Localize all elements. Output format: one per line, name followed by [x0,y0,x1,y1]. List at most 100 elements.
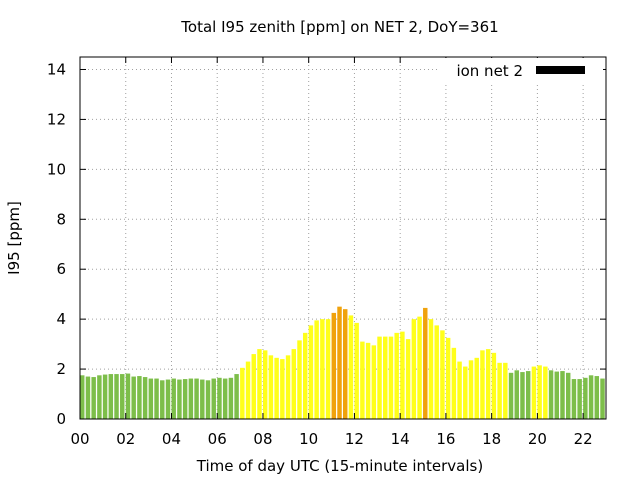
plot-frame [79,56,607,420]
data-bar [120,374,125,419]
data-bar [560,371,565,419]
data-bar [514,370,519,419]
legend-swatch [536,66,585,74]
data-bar [600,378,605,419]
data-bar [451,347,457,419]
data-bar [423,307,428,419]
data-bar [171,378,176,419]
x-tick-label: 08 [253,430,272,448]
data-bar [285,355,291,419]
data-bar [308,325,314,419]
data-bar [554,371,560,419]
y-tick-label: 4 [56,310,66,328]
data-bar [434,325,439,419]
data-bar [194,378,199,419]
y-tick-labels: 0 2 4 6 8 10 12 14 [47,60,66,428]
data-bar [428,319,434,419]
data-bar [411,319,417,419]
data-bar [525,371,531,419]
data-bar [314,320,319,419]
data-bar [440,330,445,419]
x-tick-label: 04 [162,430,181,448]
data-bar [508,372,514,419]
data-bar [114,374,119,419]
data-bar [457,361,462,419]
y-tick-label: 14 [47,60,66,78]
data-bar [97,375,102,419]
grid-lines [80,57,606,419]
data-bar [594,376,600,419]
data-bar [222,378,228,419]
data-bar [80,375,85,419]
data-bar [577,379,582,419]
x-tick-labels: 00 02 04 06 08 10 12 14 16 18 20 22 [70,430,592,448]
data-bar [337,306,342,419]
axis-ticks [79,57,606,420]
data-bar [360,341,365,419]
y-tick-label: 2 [56,360,66,378]
data-bar [383,336,388,419]
data-bar [91,377,96,419]
data-bar [468,360,474,419]
data-bar [354,322,359,419]
data-bar [583,377,588,419]
data-bar [497,362,502,419]
bar-series [80,306,605,419]
data-bar [102,374,108,419]
data-bar [325,319,331,419]
data-bar [205,380,211,419]
data-bar [297,340,302,419]
data-bar [543,366,548,419]
data-bar [177,379,182,419]
x-tick-label: 18 [482,430,501,448]
data-bar [245,361,251,419]
data-bar [131,376,136,419]
data-bar [160,380,165,419]
x-tick-label: 10 [299,430,318,448]
data-bar [291,349,297,419]
y-tick-label: 10 [47,160,66,178]
x-tick-label: 06 [208,430,227,448]
data-bar [491,352,497,419]
data-bar [571,379,577,419]
data-bar [377,336,382,419]
data-bar [262,350,268,419]
data-bar [503,362,508,419]
x-tick-label: 16 [436,430,455,448]
data-bar [463,366,468,419]
data-bar [371,345,377,419]
data-bar [182,379,188,419]
y-axis-title: I95 [ppm] [5,201,23,275]
x-tick-label: 00 [70,430,89,448]
data-bar [154,378,159,419]
data-bar [257,349,262,419]
data-bar [125,373,131,419]
legend: ion net 2 [438,58,603,82]
data-bar [485,349,491,419]
y-tick-label: 0 [56,410,66,428]
data-bar [234,374,239,419]
data-bar [137,376,142,419]
y-tick-label: 6 [56,260,66,278]
data-bar [142,377,148,419]
data-bar [188,378,194,419]
data-bar [320,319,325,419]
y-tick-label: 8 [56,210,66,228]
data-bar [280,359,285,419]
data-bar [588,375,594,419]
data-bar [565,372,571,419]
chart-title: Total I95 zenith [ppm] on NET 2, DoY=361 [180,18,498,36]
x-tick-label: 20 [528,430,547,448]
data-bar [211,378,216,419]
data-bar [228,377,234,419]
y-tick-label: 12 [47,110,66,128]
data-bar [108,374,114,419]
data-bar [343,309,348,419]
data-bar [148,378,154,419]
x-tick-label: 12 [345,430,364,448]
data-bar [520,372,525,419]
data-bar [394,332,399,419]
x-tick-label: 22 [574,430,593,448]
x-tick-label: 02 [116,430,135,448]
